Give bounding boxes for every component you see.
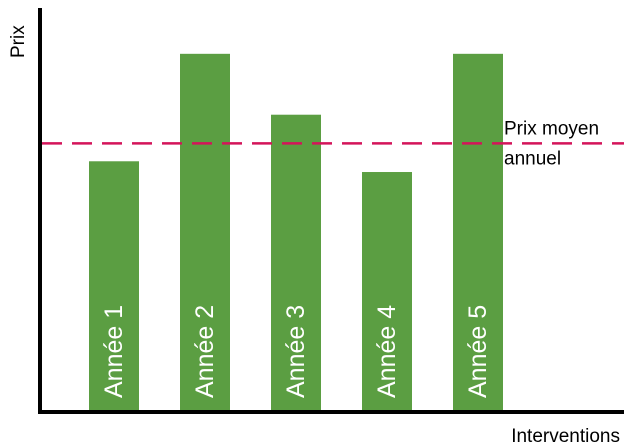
bar-1	[89, 161, 139, 412]
bar-labels-layer: Année 1 Année 2 Année 3 Année 4 Année 5	[100, 305, 492, 398]
bar-label-3: Année 3	[282, 305, 310, 398]
bars-layer	[89, 53, 503, 413]
bar-label-2: Année 2	[191, 305, 219, 398]
average-price-label-line2: annuel	[504, 148, 561, 169]
bar-label-5: Année 5	[464, 305, 492, 398]
bar-5	[453, 53, 503, 413]
bar-label-1: Année 1	[100, 305, 128, 398]
y-axis-label: Prix	[8, 25, 29, 58]
average-price-label-line1: Prix moyen	[504, 118, 599, 139]
bar-3	[271, 114, 321, 412]
bar-2	[180, 53, 230, 413]
bar-label-4: Année 4	[373, 305, 401, 398]
bar-4	[362, 172, 412, 412]
x-axis-label: Interventions	[511, 426, 620, 447]
